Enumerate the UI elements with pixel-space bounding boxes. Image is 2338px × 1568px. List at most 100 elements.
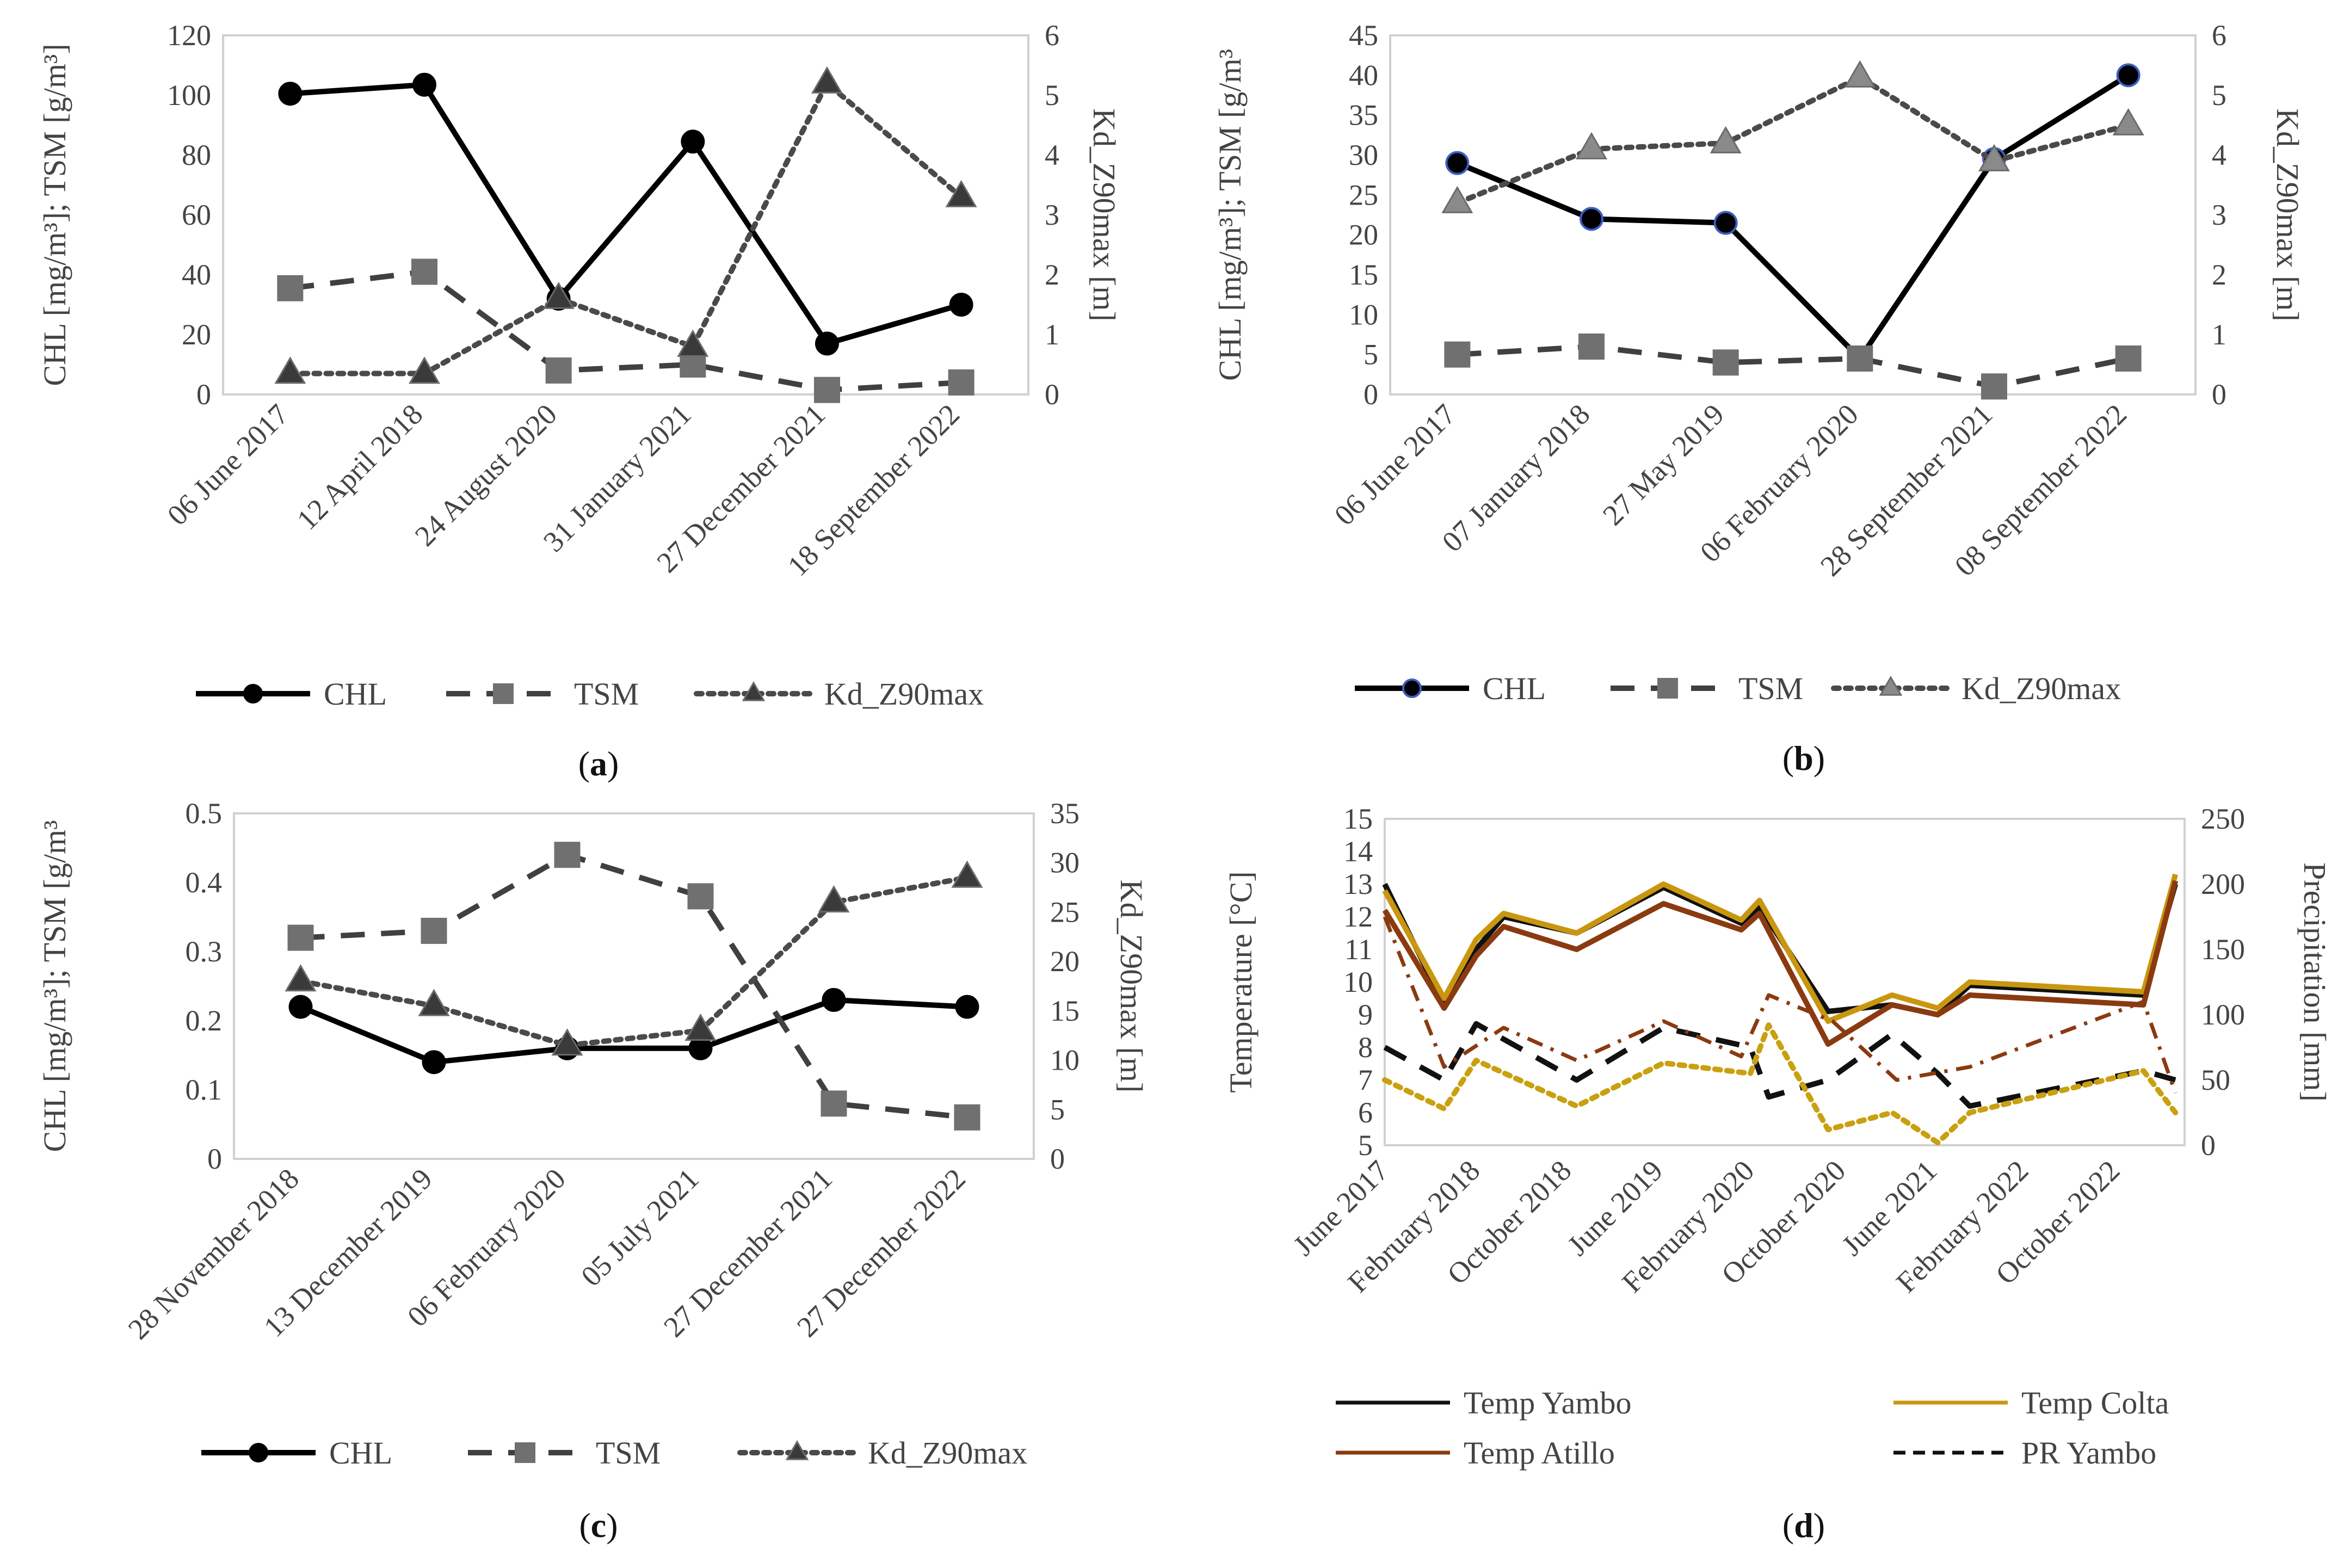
legend-marker (249, 1443, 268, 1462)
series-line-temp-yambo (1382, 882, 2179, 1017)
y2-tick-label: 6 (2212, 19, 2226, 52)
chart-c: 0 0.1 0.2 0.3 0.4 0.5 0 5 10 15 20 25 30 35 CHL [mg/m³… (37, 797, 1149, 1545)
series-temp-colta (1382, 873, 2179, 1024)
data-point-tsm (1847, 345, 1873, 372)
legend-label: CHL (324, 676, 387, 712)
data-point-chl (681, 129, 705, 154)
data-point-chl (815, 331, 839, 356)
y-tick-label: 7 (1358, 1064, 1373, 1096)
series-line-chl (1456, 73, 2130, 361)
chart-a: 0 20 40 60 80 100 120 0 1 2 3 4 5 6 CHL [mg/m³]; TSM [… (37, 19, 1122, 783)
data-point-kd-z90max (408, 356, 441, 384)
data-point-kd-z90max (1978, 144, 2010, 171)
y-tick-label: 11 (1344, 933, 1373, 966)
legend-label: Kd_Z90max (824, 676, 984, 712)
y2-tick-label: 5 (1045, 79, 1059, 112)
y-tick-label: 10 (1343, 966, 1373, 998)
series-line-kd-z90max (298, 874, 970, 1048)
y-tick-label: 0.1 (186, 1073, 223, 1106)
data-point-kd-z90max (285, 964, 317, 992)
series-kd-z90max (1441, 60, 2144, 213)
data-point-kd-z90max (945, 180, 977, 207)
y2-tick-label: 10 (1050, 1044, 1079, 1077)
series-line-tsm (1457, 344, 2129, 390)
y2-tick-label: 6 (1045, 19, 1059, 52)
data-point-tsm (545, 357, 572, 384)
data-point-chl (1580, 207, 1603, 231)
y2-axis-title: Precipitation [mm] (2297, 862, 2333, 1102)
legend-marker (785, 1440, 809, 1460)
y-tick-label: 12 (1343, 900, 1373, 933)
data-point-tsm (814, 376, 840, 403)
series-line-pr-yambo (1383, 1021, 2176, 1109)
data-point-kd-z90max (951, 860, 983, 888)
data-point-kd-z90max (274, 356, 306, 384)
legend-label: PR Yambo (2021, 1435, 2156, 1471)
series-temp-atillo (1382, 880, 2179, 1047)
series-kd-z90max (274, 66, 977, 384)
y2-axis-title: Kd_Z90max [m] (1114, 880, 1149, 1092)
y2-tick-label: 3 (2212, 199, 2226, 231)
data-point-tsm (277, 275, 304, 301)
legend-item-tsm: TSM (446, 676, 639, 712)
y-tick-label: 14 (1343, 835, 1373, 868)
data-point-kd-z90max (2112, 108, 2144, 135)
y-tick-label: 35 (1349, 99, 1378, 132)
legend-label: Kd_Z90max (868, 1435, 1027, 1471)
y2-tick-label: 4 (2212, 139, 2226, 171)
y-tick-label: 0.2 (186, 1004, 223, 1037)
data-point-kd-z90max (1441, 186, 1473, 213)
legend-item-tsm: TSM (468, 1435, 661, 1471)
y-tick-label: 30 (1349, 139, 1378, 171)
y-tick-label: 5 (1364, 338, 1378, 371)
y-tick-label: 0.5 (186, 797, 223, 830)
series-kd-z90max (285, 860, 983, 1056)
data-point-tsm (821, 1090, 847, 1117)
y-tick-label: 45 (1349, 19, 1378, 52)
legend-label: Temp Yambo (1464, 1385, 1632, 1421)
data-point-kd-z90max (418, 989, 450, 1016)
y2-axis-title: Kd_Z90max [m] (1087, 108, 1122, 321)
y-tick-label: 0.4 (186, 866, 223, 899)
legend-item-chl: CHL (1355, 671, 1546, 706)
legend-label: Temp Colta (2021, 1385, 2169, 1421)
y2-tick-label: 5 (1050, 1093, 1065, 1126)
series-line-chl (299, 997, 967, 1065)
y2-tick-label: 150 (2201, 933, 2245, 966)
y-tick-label: 9 (1358, 998, 1373, 1031)
legend-marker (243, 684, 263, 703)
series-line-chl (289, 82, 963, 347)
data-point-chl (1713, 211, 1738, 235)
series-line-kd-z90max (287, 81, 964, 376)
panel-label-d: (d) (1782, 1506, 1825, 1545)
data-point-kd-z90max (1844, 60, 1876, 88)
legend-item-tsm: TSM (1611, 671, 1803, 706)
y2-tick-label: 250 (2201, 802, 2245, 835)
y-tick-label: 40 (182, 258, 211, 291)
y2-tick-label: 3 (1045, 199, 1059, 231)
y2-tick-label: 100 (2201, 998, 2245, 1031)
legend-item-kd-z90max: Kd_Z90max (694, 676, 984, 712)
y2-tick-label: 35 (1050, 797, 1079, 830)
legend-marker (493, 683, 514, 704)
series-pr-yambo (1383, 1021, 2176, 1109)
y-tick-label: 25 (1349, 178, 1378, 211)
legend-marker (1879, 675, 1903, 696)
legend-marker (1657, 678, 1678, 699)
legend-item-chl: CHL (196, 676, 387, 712)
y-tick-label: 120 (167, 19, 211, 52)
legend-item-kd-z90max: Kd_Z90max (1831, 671, 2121, 706)
data-point-kd-z90max (818, 885, 850, 913)
series-line-pr-colta (1382, 1022, 2179, 1146)
y-axis-title: CHL [mg/m³]; TSM [g/m³] (37, 44, 72, 386)
y-tick-label: 13 (1343, 868, 1373, 900)
y-tick-label: 60 (182, 199, 211, 231)
data-point-kd-z90max (542, 281, 575, 309)
x-tick-label: 27 May 2019 (1596, 398, 1730, 532)
y2-tick-label: 4 (1045, 139, 1059, 171)
y2-tick-label: 2 (2212, 258, 2226, 291)
data-point-kd-z90max (677, 329, 709, 357)
data-point-tsm (554, 842, 581, 868)
y-tick-label: 0.3 (186, 935, 223, 968)
data-point-tsm (687, 883, 714, 910)
